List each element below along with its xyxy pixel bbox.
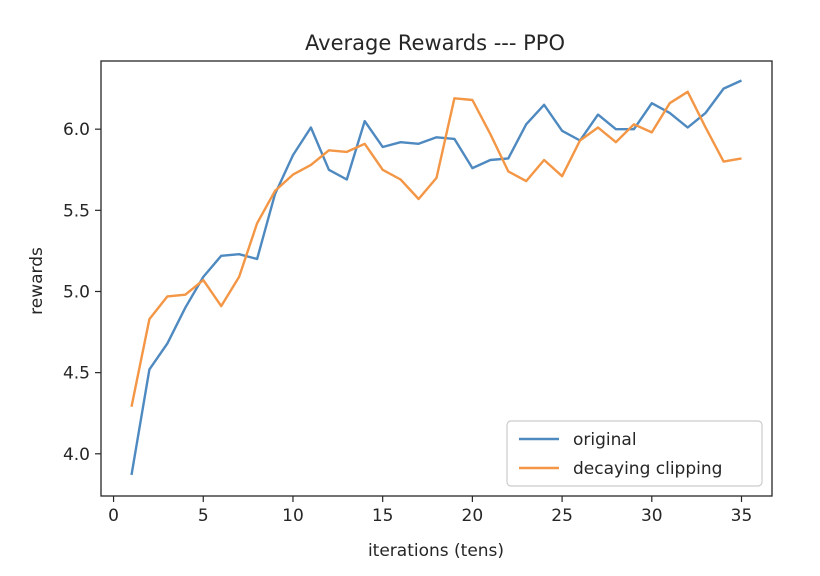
x-tick-label: 35 <box>731 506 753 526</box>
y-axis-label: rewards <box>27 247 47 315</box>
y-axis: 4.0 4.5 5.0 5.5 6.0 <box>63 120 101 465</box>
x-tick-label: 5 <box>198 506 209 526</box>
series-line-0 <box>130 79 742 476</box>
legend-box <box>506 420 763 487</box>
legend: original decaying clipping <box>506 420 763 487</box>
series-group <box>130 79 742 476</box>
x-axis: 0 5 10 15 20 25 30 35 <box>108 496 752 526</box>
series-line-1 <box>130 90 742 407</box>
x-axis-label: iterations (tens) <box>368 541 504 561</box>
x-tick-label: 20 <box>462 506 484 526</box>
x-tick-label: 30 <box>641 506 663 526</box>
x-tick-label: 15 <box>372 506 394 526</box>
x-tick-label: 25 <box>551 506 573 526</box>
y-tick-label: 4.5 <box>63 364 90 384</box>
legend-entry: original <box>573 430 637 450</box>
x-tick-label: 10 <box>282 506 304 526</box>
plot-frame <box>100 60 773 497</box>
legend-entry: decaying clipping <box>573 459 722 479</box>
y-tick-label: 6.0 <box>63 120 90 140</box>
y-tick-label: 5.5 <box>63 201 90 221</box>
y-tick-label: 4.0 <box>63 445 90 465</box>
plot-area <box>100 60 773 497</box>
chart-title: Average Rewards --- PPO <box>305 31 565 55</box>
x-tick-label: 0 <box>108 506 119 526</box>
y-tick-label: 5.0 <box>63 282 90 302</box>
